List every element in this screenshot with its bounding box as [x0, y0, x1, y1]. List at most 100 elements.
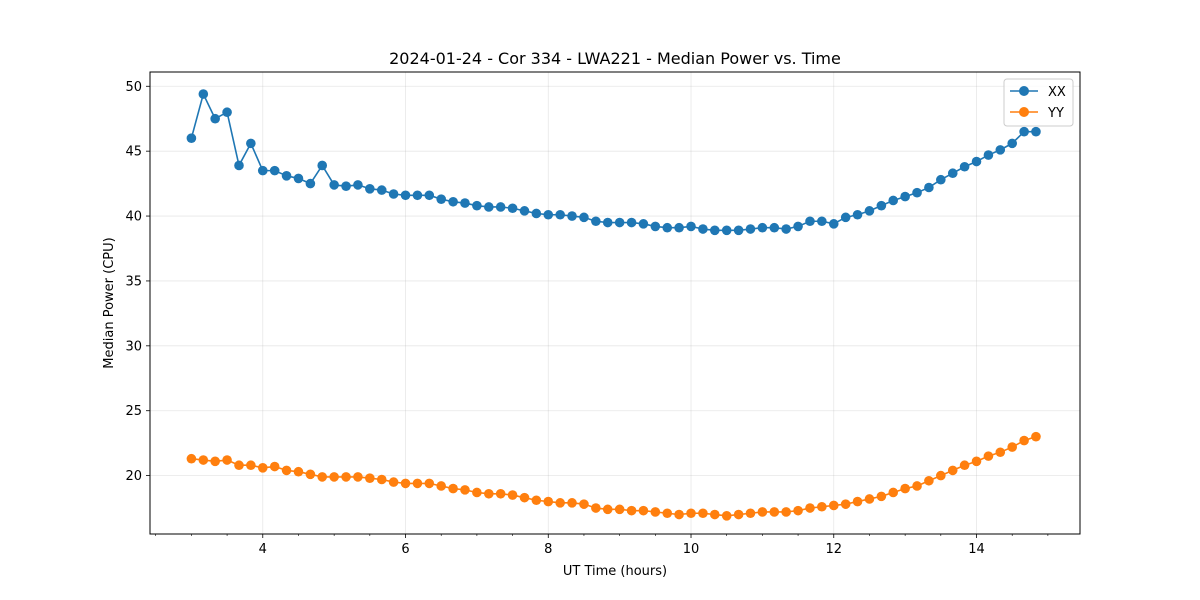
series-xx-point — [840, 212, 851, 223]
series-xx-point — [1019, 126, 1029, 137]
series-xx-point — [817, 216, 827, 227]
series-xx-point — [281, 171, 292, 181]
series-yy-point — [317, 472, 328, 482]
series-xx-point — [912, 187, 922, 198]
series-yy-point — [698, 508, 708, 519]
series-yy-point — [591, 503, 601, 513]
series-xx-point — [971, 156, 982, 167]
chart-title: 2024-01-24 - Cor 334 - LWA221 - Median P… — [389, 49, 841, 68]
series-yy-point — [602, 504, 613, 515]
x-tick-label: 12 — [825, 542, 842, 557]
series-yy-point — [805, 503, 815, 513]
series-yy-point — [519, 492, 530, 503]
series-xx-point — [448, 196, 458, 207]
series-yy-point — [876, 491, 887, 502]
series-xx-point — [709, 225, 720, 236]
x-tick-label: 14 — [968, 542, 985, 557]
series-yy-point — [936, 470, 946, 481]
series-yy-point — [495, 488, 506, 499]
series-xx-point — [900, 191, 910, 202]
series-xx-point — [484, 202, 494, 212]
series-xx-point — [852, 209, 863, 220]
legend-yy-marker — [1019, 107, 1029, 117]
series-yy-point — [674, 509, 684, 520]
series-xx-point — [959, 161, 970, 172]
x-tick-label: 4 — [259, 542, 267, 557]
series-xx-point — [341, 181, 351, 191]
series-yy-point — [852, 496, 863, 507]
plot-frame — [149, 71, 1081, 535]
grid-lines — [150, 72, 1080, 534]
series-yy-point — [995, 447, 1006, 458]
legend-xx-label: XX — [1048, 85, 1066, 100]
series-yy-point — [757, 507, 768, 517]
series-xx-point — [531, 208, 542, 219]
series-yy-point — [400, 478, 411, 489]
series-yy-point — [388, 477, 399, 487]
series-xx-point — [329, 180, 339, 190]
series-yy-point — [947, 465, 958, 476]
series-yy-point — [222, 455, 232, 465]
series-yy-point — [448, 483, 458, 494]
series-xx-point — [198, 89, 209, 99]
series-yy-point — [472, 487, 482, 498]
series-yy-point — [305, 469, 316, 480]
series-xx-point — [353, 180, 363, 190]
series-xx-point — [733, 225, 744, 236]
y-axis-label: Median Power (CPU) — [102, 237, 117, 368]
series-yy-point — [1007, 442, 1017, 452]
series-yy-point — [1019, 435, 1029, 446]
series-yy-point — [376, 474, 387, 485]
series-xx-point — [222, 107, 232, 118]
series-yy-point — [484, 488, 494, 499]
series-yy-point — [793, 505, 803, 516]
series-xx-point — [507, 203, 518, 214]
series-xx-point — [745, 224, 756, 234]
series-xx-point — [1007, 138, 1017, 149]
series-xx-point — [436, 194, 447, 204]
series-xx-point — [662, 222, 673, 233]
y-tick-label: 35 — [125, 274, 142, 289]
series-layer — [186, 89, 1041, 521]
series-yy-point — [650, 507, 661, 517]
x-tick-label: 10 — [683, 542, 700, 557]
series-yy-point — [341, 472, 351, 482]
series-yy-point — [567, 498, 577, 508]
series-xx-point — [246, 138, 256, 149]
series-yy-point — [186, 453, 197, 464]
x-tick-label: 8 — [544, 542, 552, 557]
series-xx-point — [210, 113, 220, 124]
series-yy-point — [840, 499, 851, 509]
series-xx-point — [674, 222, 684, 233]
series-yy-point — [733, 509, 744, 520]
series-yy-point — [828, 500, 839, 511]
series-xx-point — [388, 189, 399, 199]
series-yy-point — [912, 481, 922, 491]
series-yy-point — [614, 504, 625, 515]
y-tick-label: 40 — [125, 210, 142, 225]
series-yy-point — [1031, 431, 1041, 442]
series-xx-point — [257, 165, 268, 176]
legend: XX YY — [1003, 78, 1074, 127]
series-xx-point — [519, 206, 530, 216]
series-yy-point — [198, 455, 209, 465]
series-yy-point — [234, 460, 244, 471]
series-xx-point — [769, 222, 780, 233]
series-yy-point — [626, 505, 637, 516]
x-tick-label: 6 — [401, 542, 409, 557]
series-yy-point — [460, 485, 470, 495]
series-xx-point — [376, 185, 387, 195]
series-yy-point — [293, 466, 304, 477]
series-xx-point — [400, 190, 411, 201]
series-yy-point — [769, 507, 780, 517]
series-xx-point — [305, 178, 316, 189]
series-xx-point — [614, 217, 625, 228]
series-yy-point — [686, 508, 696, 519]
y-tick-label: 50 — [125, 80, 142, 95]
series-xx-point — [995, 145, 1006, 155]
series-xx-point — [579, 212, 589, 223]
series-xx-point — [626, 217, 637, 228]
series-xx-point — [947, 168, 958, 179]
series-yy-point — [745, 508, 756, 519]
